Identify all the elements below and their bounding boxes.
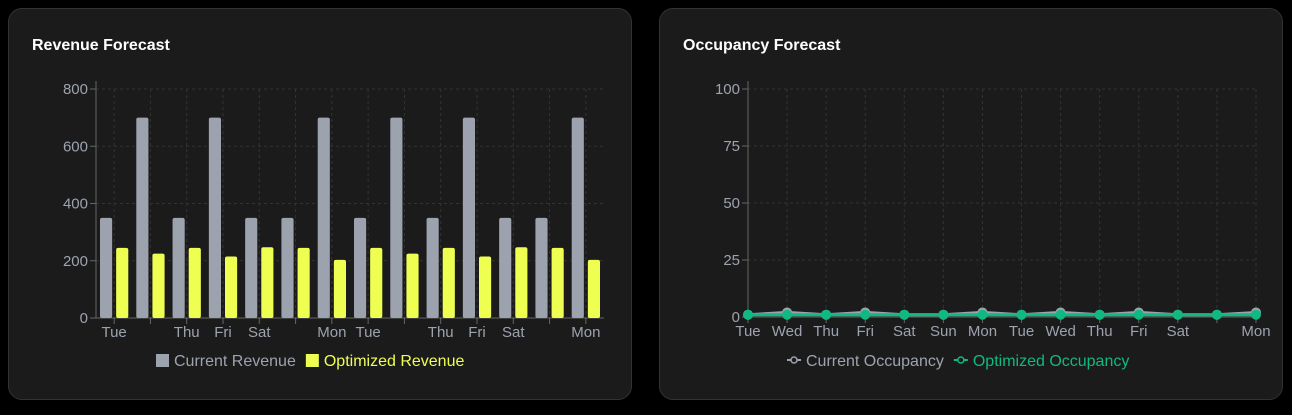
- legend-swatch: [156, 354, 169, 367]
- x-tick-label: Sat: [502, 324, 525, 341]
- bar-current: [172, 217, 185, 318]
- bar-optimized: [152, 253, 165, 318]
- x-tick-label: Sat: [1167, 323, 1190, 340]
- point-optimized: [1055, 309, 1066, 320]
- legend-label: Current Revenue: [174, 353, 296, 370]
- bar-optimized: [406, 253, 419, 318]
- bar-current: [136, 117, 149, 318]
- x-tick-label: Fri: [468, 324, 486, 341]
- bar-optimized: [297, 247, 310, 318]
- revenue-bar-chart: 0 200 400 600 800 Tue Thu Fri Sat Mon Tue Thu Fri Sat…: [63, 81, 604, 370]
- legend-label: Optimized Revenue: [324, 353, 465, 370]
- bar-current: [317, 117, 330, 318]
- bar-optimized: [551, 247, 564, 318]
- y-tick-label: 800: [63, 81, 88, 98]
- x-tick-label: Thu: [813, 323, 839, 340]
- point-optimized: [1094, 309, 1105, 320]
- bar-current: [208, 117, 221, 318]
- occupancy-line-chart: 0 25 50 75 100 Tue Wed Thu Fri Sat Sun Mon Tue Wed Thu…: [715, 81, 1271, 370]
- point-optimized: [743, 309, 753, 320]
- x-tick-label: Sat: [248, 324, 271, 341]
- point-optimized: [1172, 309, 1183, 320]
- bar-optimized: [370, 247, 383, 318]
- x-tick-label: Mon: [317, 324, 346, 341]
- point-optimized: [977, 309, 988, 320]
- bar-optimized: [587, 259, 600, 318]
- bar-optimized: [442, 247, 455, 318]
- bar-current: [281, 217, 294, 318]
- x-tick-label: Mon: [1241, 323, 1270, 340]
- bar-current: [499, 217, 512, 318]
- y-tick-label: 25: [723, 252, 740, 269]
- bar-optimized: [225, 256, 238, 318]
- x-tick-label: Wed: [772, 323, 803, 340]
- bar-current: [535, 217, 548, 318]
- x-tick-label: Tue: [355, 324, 380, 341]
- x-tick-label: Tue: [735, 323, 760, 340]
- legend-swatch: [305, 354, 319, 367]
- revenue-chart-title: Revenue Forecast: [32, 37, 170, 54]
- point-optimized: [899, 309, 910, 320]
- legend-label: Current Occupancy: [806, 353, 944, 370]
- bar-optimized: [116, 247, 129, 318]
- legend-marker-icon: [790, 356, 798, 364]
- bar-current: [245, 217, 258, 318]
- bar-current: [100, 217, 113, 318]
- y-tick-label: 50: [723, 195, 740, 212]
- y-tick-label: 400: [63, 196, 88, 213]
- x-tick-label: Thu: [428, 324, 454, 341]
- y-tick-label: 200: [63, 253, 88, 270]
- point-optimized: [1211, 309, 1222, 320]
- x-tick-label: Fri: [856, 323, 874, 340]
- x-tick-label: Sat: [893, 323, 916, 340]
- x-tick-label: Mon: [968, 323, 997, 340]
- point-optimized: [938, 309, 949, 320]
- legend-marker-icon: [957, 356, 965, 364]
- bar-optimized: [188, 247, 201, 318]
- bar-optimized: [479, 256, 492, 318]
- y-tick-label: 0: [80, 310, 88, 327]
- x-tick-label: Tue: [101, 324, 126, 341]
- bar-optimized: [515, 247, 528, 318]
- x-tick-label: Mon: [571, 324, 600, 341]
- x-tick-label: Tue: [1009, 323, 1034, 340]
- x-tick-label: Thu: [1087, 323, 1113, 340]
- x-tick-label: Wed: [1045, 323, 1076, 340]
- x-tick-label: Fri: [214, 324, 232, 341]
- x-tick-label: Sun: [930, 323, 957, 340]
- y-tick-label: 75: [723, 138, 740, 155]
- x-tick-label: Thu: [174, 324, 200, 341]
- bar-current: [571, 117, 584, 318]
- y-tick-label: 600: [63, 138, 88, 155]
- occupancy-chart-title: Occupancy Forecast: [683, 37, 841, 54]
- x-tick-label: Fri: [1130, 323, 1148, 340]
- point-optimized: [782, 309, 793, 320]
- y-tick-label: 100: [715, 81, 740, 98]
- bar-current: [354, 217, 367, 318]
- bar-current: [426, 217, 439, 318]
- point-optimized: [1133, 309, 1144, 320]
- legend-label: Optimized Occupancy: [973, 353, 1130, 370]
- bar-optimized: [261, 247, 274, 318]
- point-optimized: [1016, 309, 1027, 320]
- bar-optimized: [333, 259, 346, 318]
- point-optimized: [1251, 309, 1261, 320]
- point-optimized: [860, 309, 871, 320]
- point-optimized: [821, 309, 832, 320]
- bar-current: [390, 117, 403, 318]
- occupancy-forecast-card: Occupancy Forecast 0 25 50 75 100 Tue Wed Thu Fr…: [659, 8, 1283, 400]
- revenue-forecast-card: Revenue Forecast 0 200 400 600 800 Tue Thu Fri S…: [8, 8, 632, 400]
- y-tick-label: 0: [732, 309, 740, 326]
- bar-current: [462, 117, 475, 318]
